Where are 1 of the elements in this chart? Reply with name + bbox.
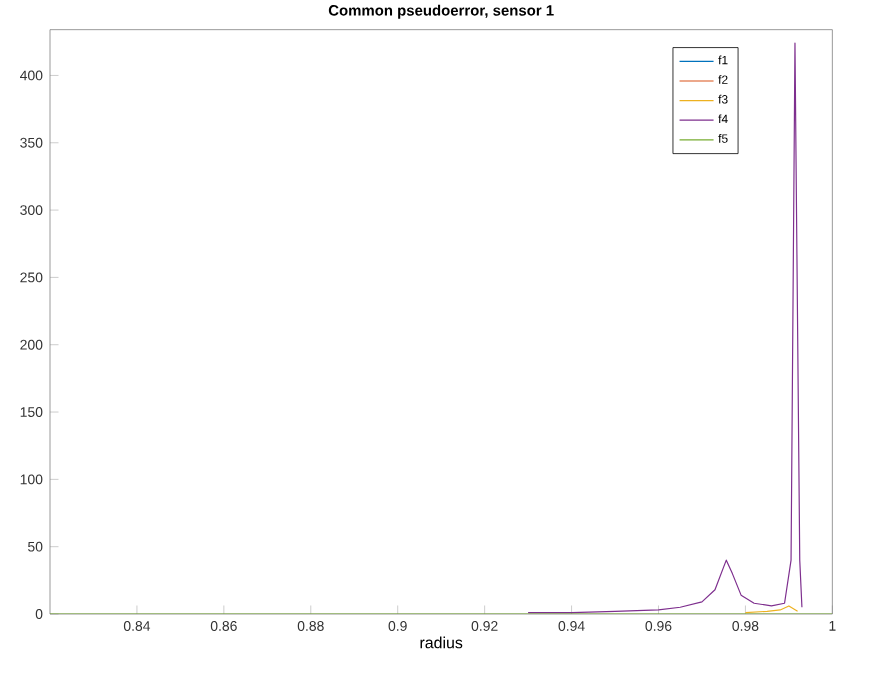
line-series: [527, 42, 803, 614]
